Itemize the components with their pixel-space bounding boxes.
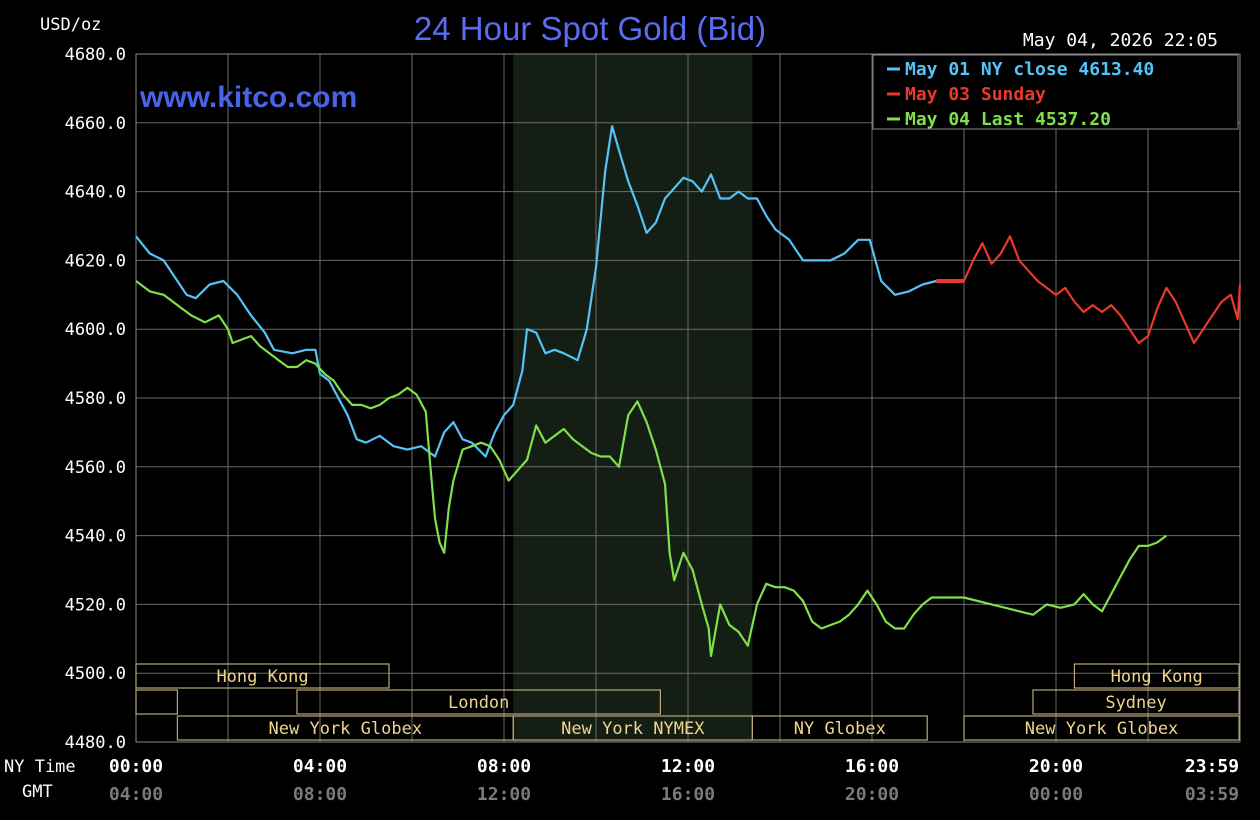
x-tick-label-ny: 16:00 bbox=[845, 756, 899, 777]
session-label: New York Globex bbox=[269, 719, 423, 739]
series-line-0 bbox=[135, 125, 937, 458]
x-tick-label-gmt: 00:00 bbox=[1029, 784, 1083, 805]
session-box bbox=[1073, 663, 1240, 689]
y-tick-label: 4580.0 bbox=[65, 389, 126, 409]
session-box bbox=[751, 715, 928, 741]
session-box bbox=[135, 689, 179, 715]
x-tick-label-gmt: 03:59 bbox=[1185, 784, 1239, 805]
legend-entry-0: May 01 NY close 4613.40 bbox=[905, 59, 1154, 80]
session-label: Hong Kong bbox=[216, 667, 308, 687]
chart-title: 24 Hour Spot Gold (Bid) bbox=[414, 10, 766, 47]
session-label: New York NYMEX bbox=[561, 719, 705, 739]
y-tick-label: 4500.0 bbox=[65, 664, 126, 684]
timestamp: May 04, 2026 22:05 bbox=[1023, 30, 1218, 51]
y-tick-label: 4640.0 bbox=[65, 183, 126, 203]
y-tick-label: 4520.0 bbox=[65, 595, 126, 615]
y-tick-label: 4660.0 bbox=[65, 114, 126, 134]
x-tick-label-gmt: 08:00 bbox=[293, 784, 347, 805]
x-tick-label-ny: 00:00 bbox=[109, 756, 163, 777]
x-tick-label-gmt: 20:00 bbox=[845, 784, 899, 805]
y-axis-label: USD/oz bbox=[40, 15, 101, 35]
y-tick-label: 4560.0 bbox=[65, 458, 126, 478]
session-label: New York Globex bbox=[1025, 719, 1179, 739]
session-box bbox=[296, 689, 661, 715]
legend-entry-1: May 03 Sunday bbox=[905, 84, 1046, 105]
legend-entry-2: May 04 Last 4537.20 bbox=[905, 109, 1111, 130]
y-tick-label: 4620.0 bbox=[65, 251, 126, 271]
legend: May 01 NY close 4613.40 May 03 Sunday May … bbox=[887, 59, 1154, 130]
session-box bbox=[963, 715, 1240, 741]
series-line-2 bbox=[135, 280, 1168, 658]
x-axis-ticks: 00:00 04:00 04:00 08:00 08:00 12:00 12:00 16:00… bbox=[109, 756, 1239, 805]
session-label: NY Globex bbox=[794, 719, 886, 739]
x-tick-label-gmt: 12:00 bbox=[477, 784, 531, 805]
gmt-label: GMT bbox=[22, 782, 53, 802]
session-label: Sydney bbox=[1105, 693, 1166, 713]
session-label: Hong Kong bbox=[1111, 667, 1203, 687]
x-tick-label-ny: 12:00 bbox=[661, 756, 715, 777]
trading-sessions: Hong Kong London New York Globex New York N… bbox=[135, 663, 1240, 741]
session-label: London bbox=[448, 693, 509, 713]
x-tick-label-ny: 08:00 bbox=[477, 756, 531, 777]
series-line-1 bbox=[936, 235, 1242, 345]
y-tick-label: 4480.0 bbox=[65, 733, 126, 753]
session-box bbox=[1032, 689, 1240, 715]
legend-box bbox=[872, 54, 1239, 130]
series-group bbox=[135, 125, 1242, 658]
y-tick-label: 4680.0 bbox=[65, 45, 126, 65]
x-tick-label-ny: 04:00 bbox=[293, 756, 347, 777]
y-axis-ticks: 4680.0 4660.0 4640.0 4620.0 4600.0 4580.0 4560… bbox=[65, 45, 126, 753]
y-tick-label: 4540.0 bbox=[65, 527, 126, 547]
x-tick-label-ny: 23:59 bbox=[1185, 756, 1239, 777]
ny-time-label: NY Time bbox=[4, 757, 76, 777]
x-tick-label-ny: 20:00 bbox=[1029, 756, 1083, 777]
plot-frame bbox=[135, 53, 1241, 743]
session-box bbox=[135, 663, 390, 689]
x-tick-label-gmt: 16:00 bbox=[661, 784, 715, 805]
y-tick-label: 4600.0 bbox=[65, 320, 126, 340]
watermark-link[interactable]: www.kitco.com bbox=[139, 81, 357, 114]
x-tick-label-gmt: 04:00 bbox=[109, 784, 163, 805]
